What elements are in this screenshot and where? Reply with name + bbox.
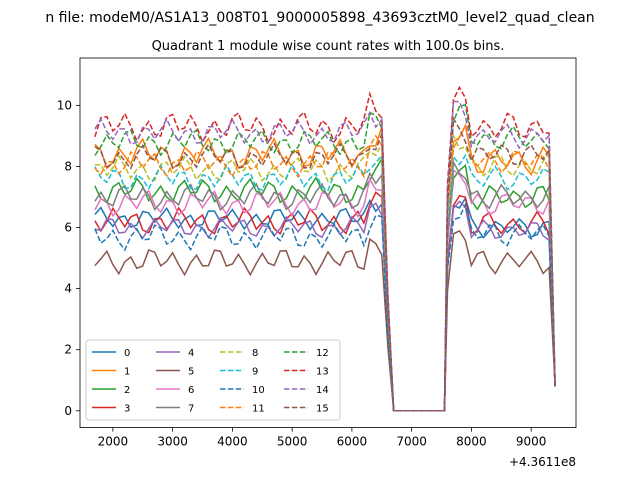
legend-label-11: 11: [252, 404, 265, 415]
chart-title: Quadrant 1 module wise count rates with …: [152, 39, 505, 54]
plot-frame: [79, 57, 577, 429]
y-axis: 0 2 4 6 8 10: [57, 98, 80, 418]
legend-label-4: 4: [188, 348, 194, 359]
series-line-5: [94, 229, 556, 412]
series-line-8: [94, 132, 556, 412]
x-tick-label: 4000: [217, 435, 248, 449]
x-axis: 2000 3000 4000 5000 6000 7000 8000 9000: [98, 427, 547, 449]
series-line-15: [94, 116, 556, 412]
figure-suptitle: n file: modeM0/AS1A13_008T01_9000005898_…: [45, 10, 594, 26]
y-tick-label: 2: [64, 343, 72, 357]
y-tick-label: 0: [64, 404, 72, 418]
legend-label-8: 8: [252, 348, 258, 359]
legend-label-9: 9: [252, 367, 258, 378]
legend-label-10: 10: [252, 385, 265, 396]
y-tick-label: 10: [57, 98, 72, 112]
series-line-4: [94, 200, 556, 412]
legend-label-2: 2: [124, 385, 130, 396]
plot-lines: [94, 85, 556, 412]
x-tick-label: 7000: [396, 435, 427, 449]
legend-label-13: 13: [316, 367, 329, 378]
x-tick-label: 2000: [98, 435, 129, 449]
series-line-11: [94, 124, 556, 412]
legend-label-0: 0: [124, 348, 130, 359]
legend-label-1: 1: [124, 367, 130, 378]
x-offset-label: +4.3611e8: [509, 455, 576, 469]
legend-label-3: 3: [124, 404, 130, 415]
series-line-7: [94, 159, 556, 412]
legend-label-5: 5: [188, 367, 194, 378]
x-tick-label: 6000: [337, 435, 368, 449]
series-line-6: [94, 168, 556, 412]
legend-label-12: 12: [316, 348, 329, 359]
x-tick-label: 9000: [516, 435, 547, 449]
series-line-13: [94, 85, 556, 412]
x-tick-label: 3000: [157, 435, 188, 449]
y-tick-label: 8: [64, 159, 72, 173]
series-line-9: [94, 153, 556, 412]
legend-box: [85, 339, 341, 421]
series-line-10: [94, 202, 556, 412]
legend-label-15: 15: [316, 404, 329, 415]
y-tick-label: 6: [64, 221, 72, 235]
x-tick-label: 5000: [277, 435, 308, 449]
series-line-14: [94, 100, 556, 412]
x-tick-label: 8000: [456, 435, 487, 449]
y-tick-label: 4: [64, 282, 72, 296]
legend-label-7: 7: [188, 404, 194, 415]
legend-label-6: 6: [188, 385, 194, 396]
legend-label-14: 14: [316, 385, 329, 396]
series-line-12: [94, 103, 556, 412]
